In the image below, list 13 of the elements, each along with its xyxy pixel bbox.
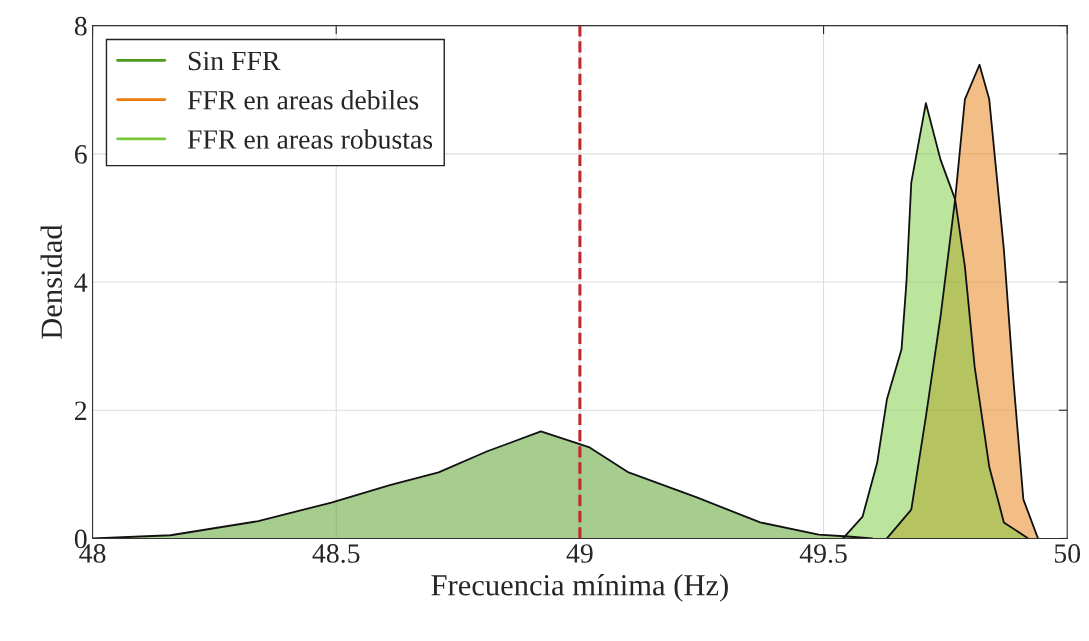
x-axis-title: Frecuencia mínima (Hz) [431,574,728,602]
legend-label: FFR en areas robustas [187,129,433,149]
y-tick-label: 2 [75,401,87,420]
x-tick-label: 50 [1054,544,1081,563]
y-tick-label: 6 [75,145,87,164]
x-tick-label: 49 [566,544,593,563]
x-tick-label: 48.5 [312,544,360,563]
y-axis-title: Densidad [40,224,63,339]
legend-label: FFR en areas debiles [187,90,419,110]
legend-label: Sin FFR [188,51,281,71]
x-tick-label: 49.5 [799,544,847,563]
y-tick-label: 8 [74,16,87,36]
y-tick-label: 4 [74,273,88,292]
